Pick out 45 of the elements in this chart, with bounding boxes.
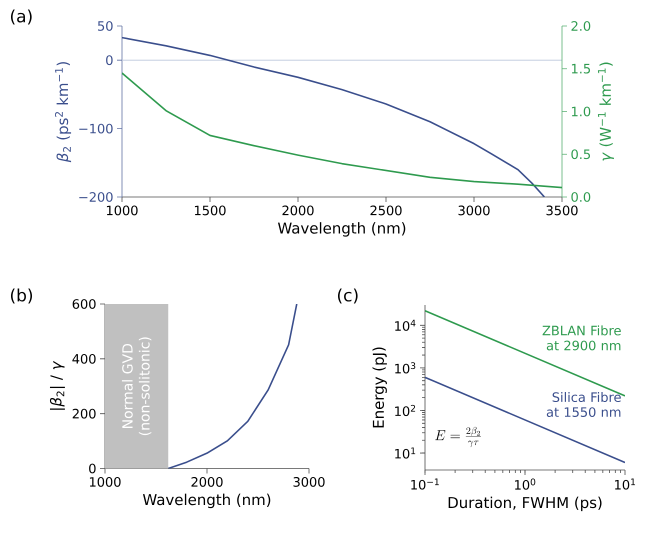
y-tick-label: 0 xyxy=(106,55,113,66)
y2-tick-label: 0.0 xyxy=(571,192,590,202)
x-tick-label: 1000 xyxy=(90,477,121,487)
band-label: Normal GVD (non-solitonic) xyxy=(122,337,152,436)
series-label: Silica Fibre at 1550 nm xyxy=(546,392,621,417)
x-tick-label: 2000 xyxy=(191,477,223,487)
y-tick-label: 10$^{3}$ xyxy=(395,362,416,374)
y2-axis-title: γ (W$^{−1}$ km$^{−1}$) xyxy=(598,62,614,161)
x-tick-label: 3000 xyxy=(294,477,325,487)
y2-tick-label: 0.5 xyxy=(571,149,590,160)
x-tick-label: 3500 xyxy=(546,206,578,216)
y-tick-label: 50 xyxy=(98,21,113,31)
chart-title: (c) xyxy=(338,288,358,304)
y2-tick-label: 1.5 xyxy=(572,64,590,74)
x-tick-label: 1500 xyxy=(194,206,226,216)
y2-tick-label: 1.0 xyxy=(572,106,590,116)
line-series xyxy=(167,304,298,468)
y2-tick-label: 2.0 xyxy=(571,21,590,31)
x-tick-label: 1000 xyxy=(106,206,138,216)
chart-title: (b) xyxy=(10,288,32,304)
y-axis-title: |β$_{2}$| / γ xyxy=(50,360,65,410)
x-tick-label: 10$^{1}$ xyxy=(615,478,636,490)
y-tick-label: 600 xyxy=(72,299,96,309)
x-tick-label: 3000 xyxy=(458,206,490,216)
x-tick-label: 10$^{0}$ xyxy=(515,478,536,490)
line-series xyxy=(122,36,546,197)
annotation: $E=\frac{2\beta_2}{\gamma\tau}$ xyxy=(435,426,481,448)
series-label: ZBLAN Fibre at 2900 nm xyxy=(542,325,621,350)
y-axis-title: Energy (pJ) xyxy=(372,347,387,428)
y-tick-label: 10$^{4}$ xyxy=(395,320,416,331)
y-tick-label: 200 xyxy=(72,408,96,419)
y-tick-label: 0 xyxy=(89,464,96,474)
x-tick-label: 2500 xyxy=(370,206,402,216)
chart-title: (a) xyxy=(10,9,32,25)
y-tick-label: 400 xyxy=(72,354,96,364)
y-tick-label: 10$^{2}$ xyxy=(395,404,416,416)
x-tick-label: 10$^{−1}$ xyxy=(411,478,439,490)
y-tick-label: −200 xyxy=(79,192,113,202)
x-axis-title: Wavelength (nm) xyxy=(278,222,406,237)
x-axis-title: Wavelength (nm) xyxy=(142,494,270,508)
x-axis-title: Duration, FWHM (ps) xyxy=(448,496,602,512)
y-tick-label: −100 xyxy=(79,124,113,134)
y-tick-label: 10$^{1}$ xyxy=(395,447,416,459)
y-axis-title: β$_{2}$ (ps$^{2}$ km$^{−1}$) xyxy=(54,62,72,162)
x-tick-label: 2000 xyxy=(282,206,314,216)
